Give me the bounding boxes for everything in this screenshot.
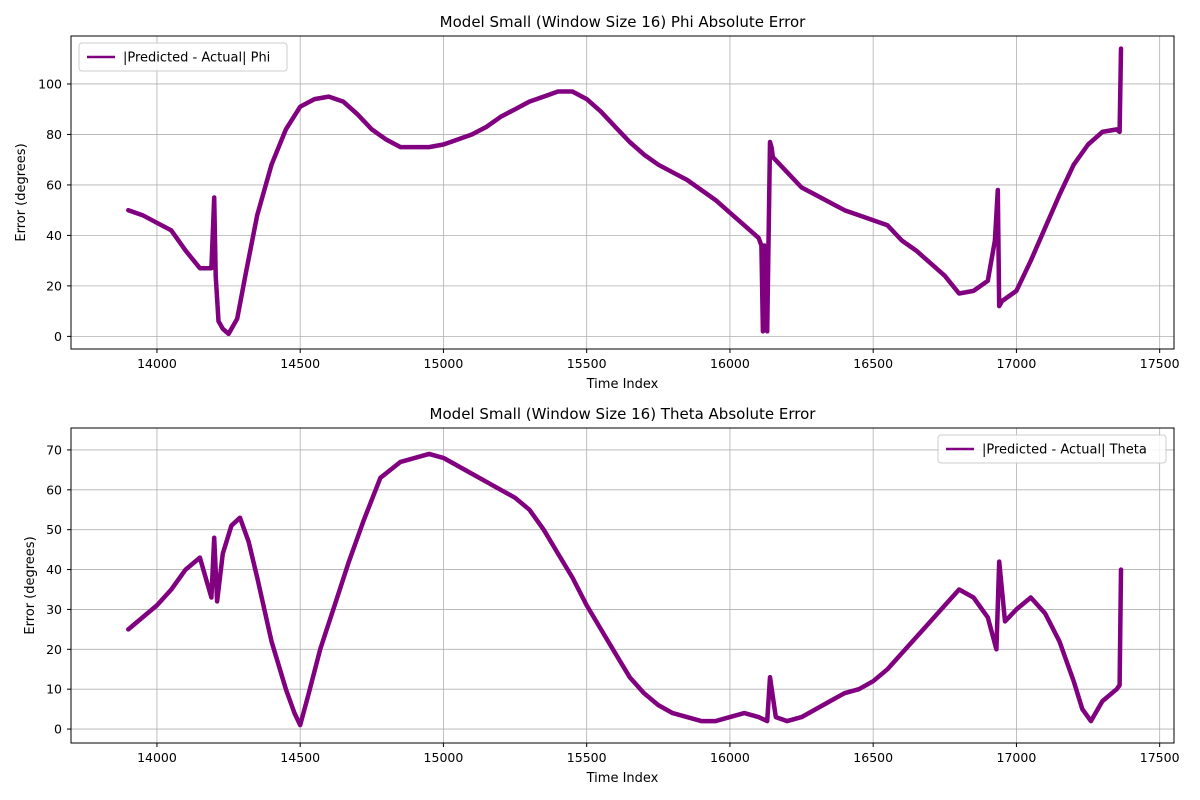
legend: |Predicted - Actual| Phi: [78, 42, 288, 72]
y-tick-label: 20: [46, 278, 62, 293]
x-tick-label: 15000: [424, 356, 464, 371]
y-tick-label: 0: [54, 329, 62, 344]
plot-frame: [70, 35, 1175, 350]
y-tick-label: 40: [46, 228, 62, 243]
x-axis-label: Time Index: [586, 377, 659, 392]
x-tick-label: 16000: [710, 356, 750, 371]
y-tick-label: 100: [38, 76, 62, 91]
x-tick-label: 17000: [997, 750, 1037, 765]
x-tick-label: 16500: [853, 750, 893, 765]
x-tick-label: 15500: [567, 750, 607, 765]
theta-error-chart: 14000 14500 15000 15500 16000 16500 17000 17500…: [23, 405, 1180, 786]
series-line-core: [127, 452, 1122, 727]
x-axis-label: Time Index: [586, 771, 659, 786]
x-tick-label: 17000: [997, 356, 1037, 371]
legend-label: |Predicted - Actual| Phi: [123, 51, 270, 66]
legend: |Predicted - Actual| Theta: [937, 434, 1167, 464]
plot-frame: [70, 427, 1175, 744]
series-line-core: [127, 48, 1122, 335]
legend-box: [78, 42, 288, 72]
y-tick-label: 40: [46, 562, 62, 577]
x-tick-label: 14500: [280, 356, 320, 371]
y-tick-label: 0: [54, 722, 62, 737]
series-line: [126, 451, 1124, 728]
chart-title: Model Small (Window Size 16) Theta Absol…: [430, 405, 817, 423]
x-tick-label: 14000: [137, 356, 177, 371]
x-tick-label: 15000: [424, 750, 464, 765]
x-tick-label: 14500: [280, 750, 320, 765]
legend-box: [937, 434, 1167, 464]
y-tick-label: 70: [46, 442, 62, 457]
y-tick-label: 50: [46, 522, 62, 537]
y-tick-label: 20: [46, 642, 62, 657]
y-tick-label: 60: [46, 177, 62, 192]
y-axis-label: Error (degrees): [14, 143, 29, 241]
y-tick-label: 30: [46, 602, 62, 617]
y-tick-label: 60: [46, 482, 62, 497]
x-tick-label: 16000: [710, 750, 750, 765]
x-tick-label: 14000: [137, 750, 177, 765]
x-tick-label: 15500: [567, 356, 607, 371]
x-tick-label: 17500: [1140, 356, 1180, 371]
x-tick-label: 16500: [853, 356, 893, 371]
y-tick-label: 10: [46, 682, 62, 697]
legend-label: |Predicted - Actual| Theta: [982, 443, 1147, 458]
x-tick-label: 17500: [1140, 750, 1180, 765]
chart-title: Model Small (Window Size 16) Phi Absolut…: [440, 13, 806, 31]
phi-error-chart: 14000 14500 15000 15500 16000 16500 17000 17500…: [14, 13, 1180, 392]
y-axis-label: Error (degrees): [23, 536, 38, 634]
y-tick-label: 80: [46, 127, 62, 142]
